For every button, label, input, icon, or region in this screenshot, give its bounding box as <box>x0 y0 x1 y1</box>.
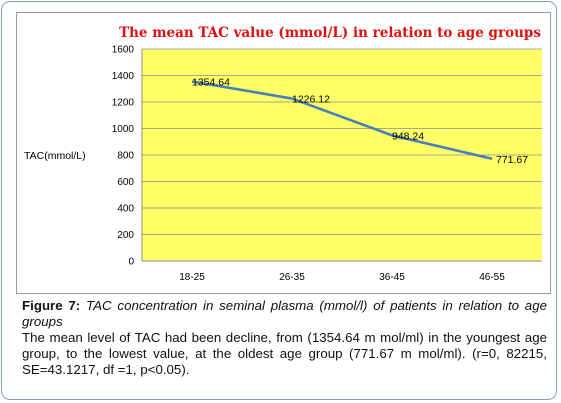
x-tick-label: 26-35 <box>279 272 305 283</box>
y-tick-label: 0 <box>128 257 134 268</box>
y-tick-label: 400 <box>117 204 134 215</box>
axes <box>141 49 542 262</box>
y-tick-label: 1200 <box>112 98 135 109</box>
data-label: 771.67 <box>496 154 528 166</box>
y-tick-label: 1400 <box>112 71 135 82</box>
x-tick-label: 46-55 <box>479 272 505 283</box>
y-axis-label: TAC(mmol/L) <box>24 150 86 162</box>
y-tick-label: 1600 <box>112 45 135 56</box>
data-label: 948.24 <box>392 130 424 142</box>
chart-title: The mean TAC value (mmol/L) in relation … <box>119 25 541 41</box>
x-tick-label: 36-45 <box>379 272 405 283</box>
x-tick-labels: 18-25 26-35 36-45 46-55 <box>179 272 505 283</box>
x-tick-label: 18-25 <box>179 272 205 283</box>
y-tick-label: 800 <box>117 151 134 162</box>
figure-caption: Figure 7: TAC concentration in seminal p… <box>22 298 547 378</box>
figure-description: The mean level of TAC had been decline, … <box>22 330 547 377</box>
series-line <box>191 80 493 161</box>
data-label: 1226.12 <box>292 94 330 106</box>
y-tick-label: 1000 <box>112 124 135 135</box>
y-tick-label: 200 <box>117 230 134 241</box>
y-tick-label: 600 <box>117 177 134 188</box>
data-labels: 1354.64 1226.12 948.24 771.67 <box>192 77 528 166</box>
data-label: 1354.64 <box>192 77 230 89</box>
line-chart: The mean TAC value (mmol/L) in relation … <box>24 25 542 283</box>
figure-label: Figure 7: <box>22 298 81 313</box>
chart-container: The mean TAC value (mmol/L) in relation … <box>16 12 551 294</box>
y-tick-labels: 0 200 400 600 800 1000 1200 1400 1600 <box>112 45 135 268</box>
figure-title: TAC concentration in seminal plasma (mmo… <box>22 298 547 329</box>
